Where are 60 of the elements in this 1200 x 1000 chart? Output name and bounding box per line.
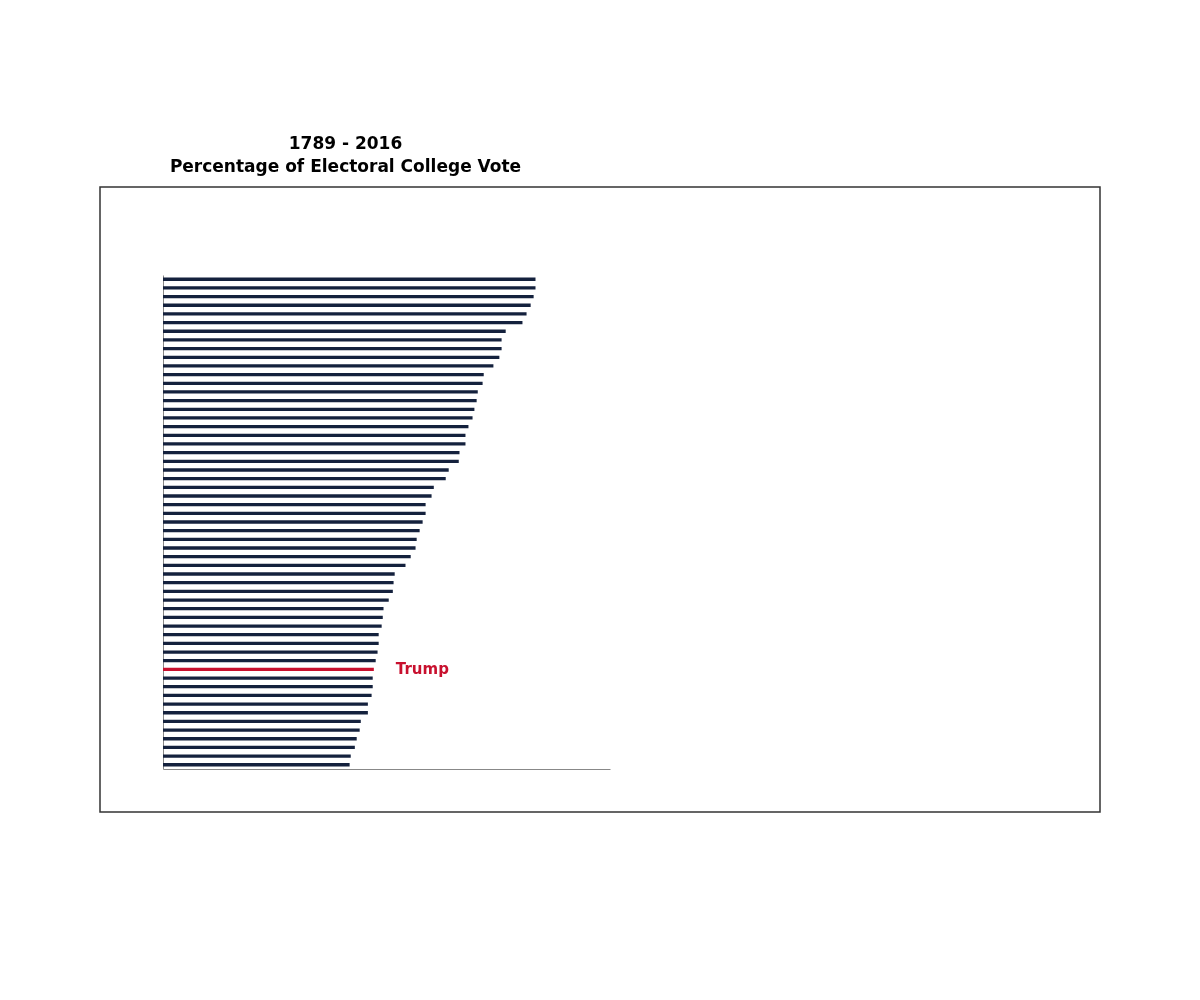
- bar: [163, 286, 536, 290]
- bar: [163, 442, 466, 446]
- bar: [163, 398, 477, 403]
- bar: [163, 355, 500, 359]
- bar: [163, 520, 423, 524]
- bar: [163, 641, 379, 646]
- bar: [163, 390, 478, 394]
- bar: [163, 650, 378, 654]
- y-tick-label: Trump: [395, 660, 450, 679]
- bar: [163, 598, 389, 602]
- bar: [163, 754, 351, 758]
- bar: [163, 693, 372, 698]
- bar: [163, 711, 368, 715]
- bar: [163, 667, 374, 672]
- bar: [163, 294, 534, 299]
- bar: [163, 416, 473, 420]
- bar: [163, 745, 355, 750]
- bar: [163, 312, 527, 316]
- bar: [163, 676, 373, 680]
- bar: [163, 468, 449, 472]
- bar: [163, 685, 373, 689]
- bar: [163, 485, 434, 489]
- bar: [163, 338, 502, 342]
- bar: [163, 607, 384, 611]
- bar: [163, 364, 494, 368]
- bar: [163, 381, 483, 385]
- bar: [163, 537, 417, 541]
- bar: [163, 303, 531, 307]
- bar: [163, 659, 376, 663]
- bar: [163, 433, 466, 437]
- bar: [163, 763, 350, 767]
- bar: [163, 372, 484, 377]
- bar: [163, 320, 523, 325]
- bar: [163, 546, 416, 550]
- bar: [163, 503, 426, 507]
- bar: [163, 563, 406, 567]
- bar: [163, 719, 361, 724]
- bar: [163, 451, 460, 455]
- bar: [163, 581, 394, 585]
- bar: [163, 329, 506, 333]
- chart-title: 1789 - 2016: [288, 133, 403, 154]
- bar: [163, 589, 393, 593]
- bar: [163, 407, 475, 411]
- bar: [163, 728, 360, 732]
- bar: [163, 346, 502, 351]
- bar: [163, 702, 368, 706]
- bar: [163, 529, 420, 533]
- bar: [163, 737, 357, 741]
- bar: [163, 624, 382, 628]
- bar: [163, 459, 459, 463]
- bar: [163, 277, 536, 281]
- bar: [163, 511, 426, 515]
- bar: [163, 572, 395, 576]
- bar: [163, 477, 446, 481]
- bar: [163, 555, 411, 559]
- bar: [163, 424, 469, 429]
- bar: [163, 633, 379, 637]
- bar: [163, 615, 383, 620]
- chart-subtitle: Percentage of Electoral College Vote: [169, 156, 522, 177]
- bar: [163, 494, 432, 498]
